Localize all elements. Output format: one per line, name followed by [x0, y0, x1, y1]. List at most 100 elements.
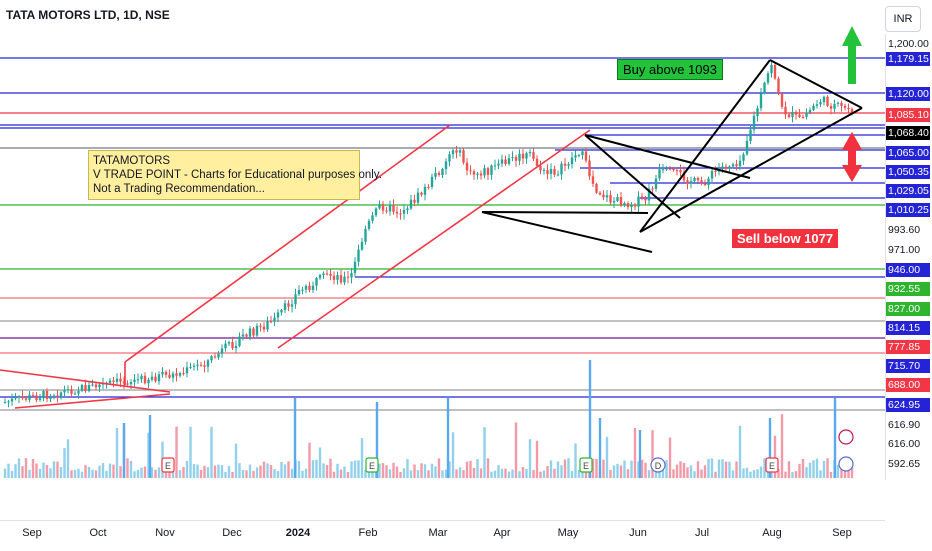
candle-body	[234, 345, 238, 349]
candle-body	[192, 365, 196, 367]
candle-body	[385, 210, 388, 212]
volume-bar	[675, 464, 679, 478]
marker-letter: E	[583, 461, 589, 471]
volume-bar	[805, 467, 808, 478]
candle-body	[633, 204, 637, 207]
dividend-icon	[650, 457, 666, 473]
volume-bar	[255, 467, 259, 478]
candle-body	[738, 160, 742, 167]
candle-body	[248, 328, 252, 337]
volume-bar	[623, 460, 626, 478]
volume-bar	[3, 468, 7, 478]
volume-bar	[567, 458, 570, 478]
candle-body	[465, 162, 469, 171]
candle-body	[598, 192, 602, 195]
volume-bar	[640, 459, 644, 478]
volume-bar	[549, 460, 553, 478]
volume-bar	[94, 470, 98, 478]
triangle-line	[639, 107, 863, 233]
volume-bar	[710, 458, 714, 478]
volume-bar	[815, 458, 819, 478]
volume-bar	[84, 465, 87, 478]
volume-bar	[252, 470, 255, 478]
price-scale-label: 932.55	[886, 282, 930, 296]
candle-body	[161, 371, 164, 375]
candle-body	[409, 199, 413, 209]
volume-bar	[731, 470, 735, 478]
volume-bar	[227, 465, 231, 478]
earnings-icon	[579, 457, 593, 473]
volume-bar	[297, 460, 301, 478]
volume-bar	[472, 467, 476, 478]
volume-bar	[59, 466, 63, 478]
currency-button[interactable]: INR	[885, 6, 921, 32]
candle-body	[346, 276, 350, 278]
volume-bar	[511, 469, 514, 478]
candle-body	[269, 321, 273, 323]
volume-bar	[553, 468, 556, 478]
candle-body	[759, 93, 763, 109]
volume-bar	[238, 463, 241, 478]
candle-body	[693, 178, 696, 182]
volume-bar	[416, 470, 420, 478]
candle-body	[777, 78, 780, 94]
volume-bar	[301, 470, 304, 478]
candle-body	[364, 228, 367, 242]
price-scale-label: 616.00	[888, 438, 921, 450]
triangle-lower	[14, 393, 171, 409]
volume-bar	[199, 470, 203, 478]
candle-body	[350, 273, 353, 278]
candle-body	[542, 170, 546, 172]
volume-bar	[780, 414, 784, 478]
volume-bar	[448, 461, 451, 478]
candle-body	[556, 174, 560, 176]
candle-body	[245, 334, 248, 337]
volume-bar	[154, 469, 157, 478]
volume-bar	[717, 459, 721, 478]
volume-spike	[122, 423, 126, 478]
price-scale-label: 1,179.15	[886, 52, 930, 66]
event-marker: D	[650, 457, 666, 473]
volume-bar	[752, 470, 756, 478]
candle-body	[612, 200, 616, 203]
volume-bar	[273, 469, 276, 478]
marker-letter: E	[165, 461, 171, 471]
volume-bar	[469, 460, 472, 478]
candle-body	[227, 342, 231, 344]
volume-bar	[546, 465, 549, 478]
time-axis[interactable]	[0, 520, 885, 551]
price-scale-label: 616.90	[888, 419, 921, 431]
candle-body	[724, 166, 728, 169]
candle-body	[147, 379, 150, 384]
volume-bar	[10, 470, 14, 478]
candle-body	[38, 398, 42, 401]
candle-body	[56, 395, 59, 398]
volume-bar	[115, 428, 119, 478]
volume-bar	[794, 471, 798, 478]
volume-bar	[444, 469, 448, 478]
volume-bar	[672, 469, 675, 478]
candle-body	[497, 163, 500, 166]
note-line-1: TATAMOTORS	[93, 155, 171, 167]
x-tick-label: May	[557, 527, 579, 539]
candle-body	[35, 395, 38, 401]
candle-body	[308, 285, 311, 291]
volume-spike	[148, 415, 152, 478]
volume-bar	[724, 461, 728, 478]
candle-body	[59, 392, 63, 398]
candle-body	[297, 290, 301, 295]
wedge-line	[584, 134, 681, 219]
x-tick-label: Aug	[762, 527, 782, 539]
x-tick-label: Sep	[832, 527, 852, 539]
volume-bar	[616, 463, 619, 478]
volume-bar	[647, 470, 651, 478]
chart-title: TATA MOTORS LTD, 1D, NSE	[6, 8, 170, 22]
volume-bar	[280, 461, 283, 478]
candle-body	[532, 151, 535, 159]
candle-body	[94, 384, 98, 388]
candle-body	[469, 170, 472, 172]
volume-bar	[465, 461, 469, 478]
candle-body	[154, 376, 157, 382]
